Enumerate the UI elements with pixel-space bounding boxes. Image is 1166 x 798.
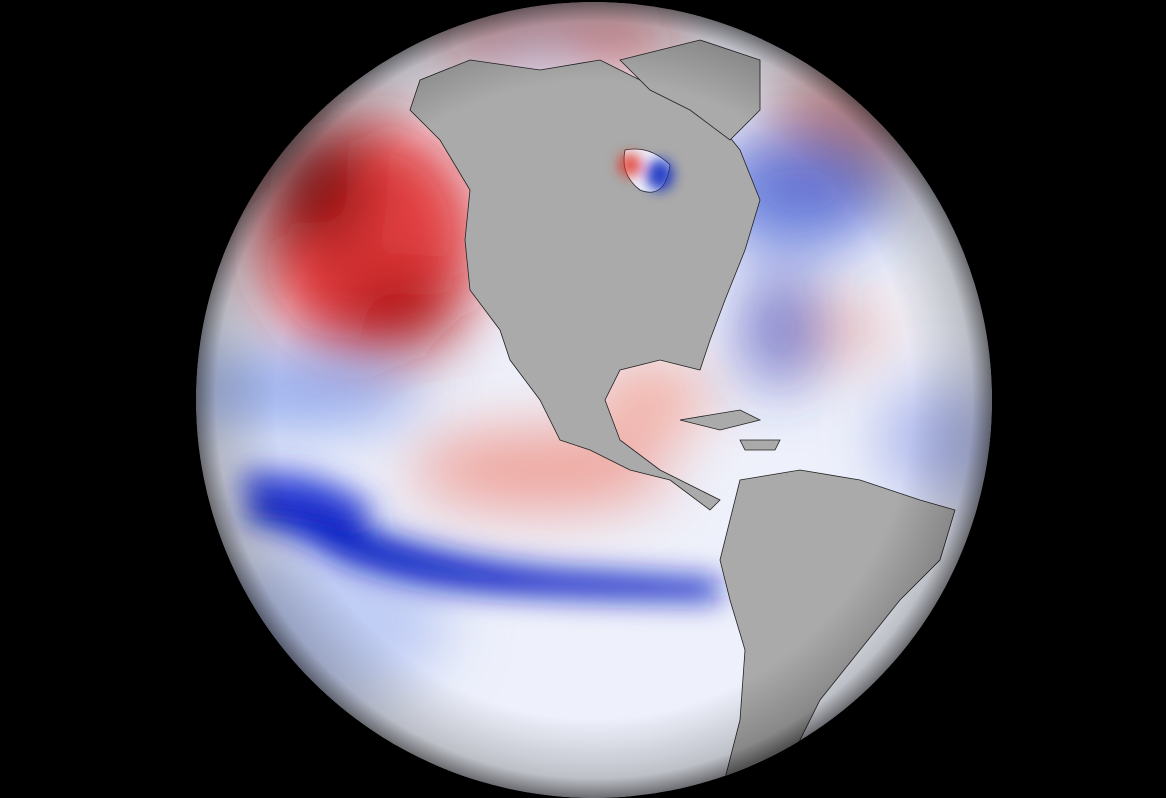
globe <box>196 2 992 798</box>
limb-shading <box>196 2 992 798</box>
